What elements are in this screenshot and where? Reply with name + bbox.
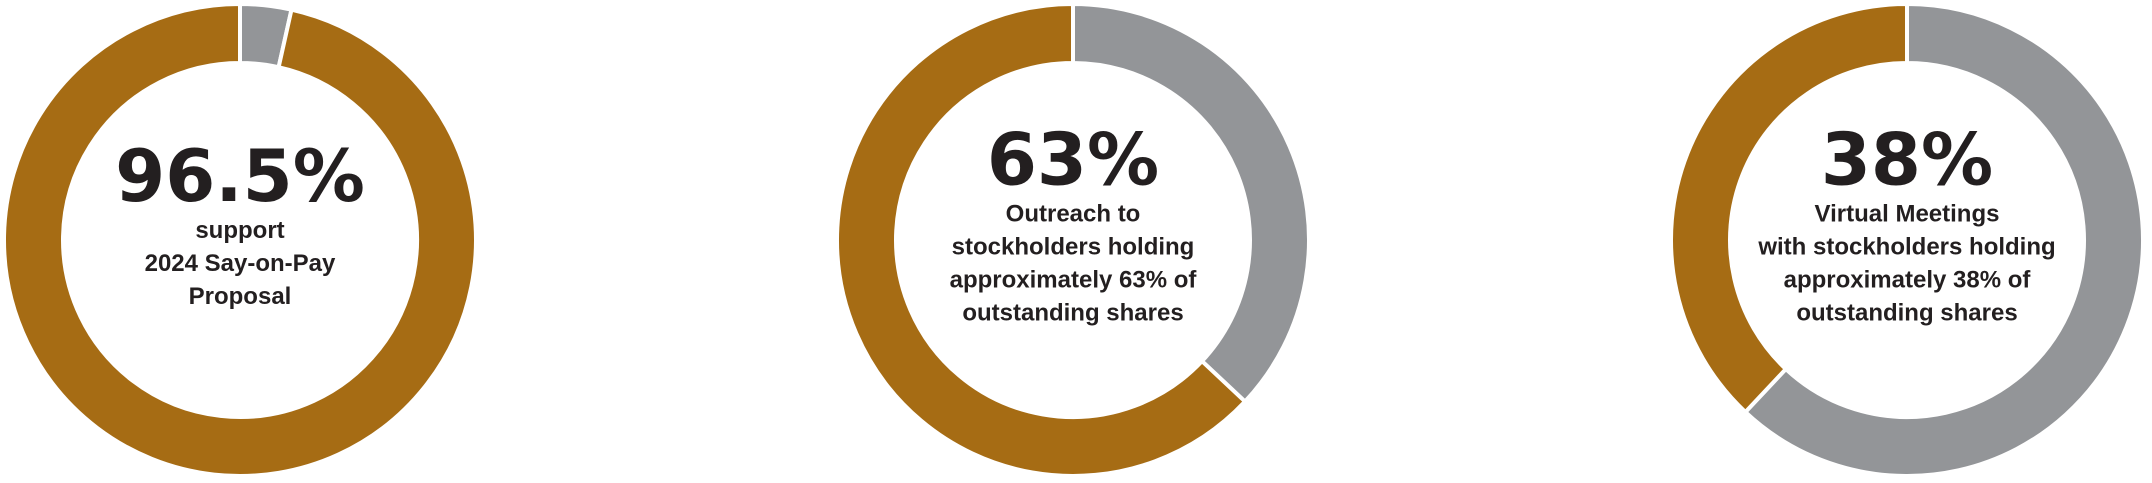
caption-line: outstanding shares bbox=[1796, 299, 2017, 326]
caption-line: Virtual Meetings bbox=[1815, 200, 2000, 227]
donut-segment bbox=[2, 1, 478, 478]
caption-line: 2024 Say-on-Pay bbox=[145, 250, 336, 277]
caption-line: approximately 38% of bbox=[1784, 266, 2032, 293]
center-value: 96.5% bbox=[115, 134, 365, 218]
caption-line: approximately 63% of bbox=[950, 266, 1198, 293]
center-value: 63% bbox=[987, 118, 1159, 202]
caption-line: Proposal bbox=[189, 283, 292, 310]
donut-segment bbox=[835, 1, 1248, 478]
center-value: 38% bbox=[1821, 118, 1993, 202]
donut-segment bbox=[1742, 1, 2146, 478]
caption-line: support bbox=[195, 217, 284, 244]
donut-segment bbox=[1669, 1, 1909, 415]
caption-line: Outreach to bbox=[1006, 200, 1141, 227]
caption-line: with stockholders holding bbox=[1757, 233, 2055, 260]
caption-line: outstanding shares bbox=[962, 299, 1183, 326]
donut-segment bbox=[1071, 1, 1312, 405]
caption-line: stockholders holding bbox=[952, 233, 1195, 260]
